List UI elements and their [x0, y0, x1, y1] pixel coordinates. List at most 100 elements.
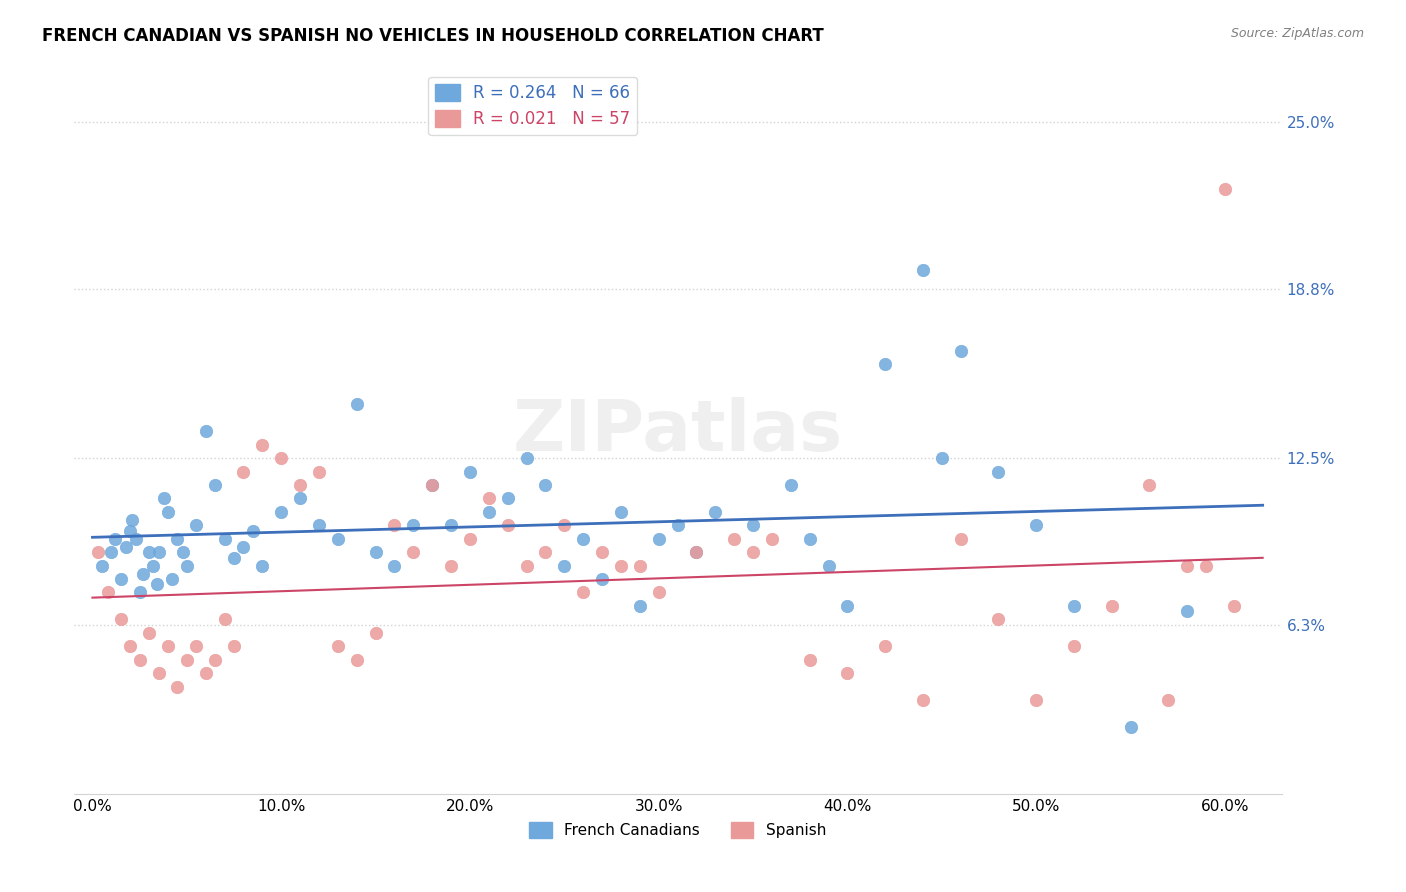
Point [138, 625, 160, 640]
Point [156, 639, 179, 653]
Point [288, 478, 311, 492]
Point [100, 545, 122, 559]
Point [572, 532, 595, 546]
Point [458, 465, 481, 479]
Point [176, 653, 198, 667]
Point [723, 532, 745, 546]
Point [121, 513, 143, 527]
Point [1025, 693, 1047, 707]
Point [628, 558, 651, 573]
Point [326, 639, 349, 653]
Point [1175, 604, 1198, 618]
Point [875, 639, 897, 653]
Point [288, 491, 311, 506]
Point [153, 491, 176, 506]
Point [628, 599, 651, 613]
Point [308, 518, 330, 533]
Point [742, 545, 765, 559]
Point [1139, 478, 1161, 492]
Point [1025, 518, 1047, 533]
Point [478, 505, 501, 519]
Point [166, 680, 188, 694]
Point [270, 505, 292, 519]
Point [516, 558, 538, 573]
Point [148, 666, 170, 681]
Point [761, 532, 783, 546]
Point [222, 639, 245, 653]
Point [232, 465, 254, 479]
Point [125, 532, 148, 546]
Point [911, 263, 934, 277]
Text: FRENCH CANADIAN VS SPANISH NO VEHICLES IN HOUSEHOLD CORRELATION CHART: FRENCH CANADIAN VS SPANISH NO VEHICLES I… [42, 27, 824, 45]
Point [166, 532, 188, 546]
Point [1063, 599, 1085, 613]
Point [214, 532, 236, 546]
Point [346, 397, 368, 411]
Point [115, 540, 138, 554]
Point [142, 558, 165, 573]
Point [837, 599, 859, 613]
Point [252, 438, 274, 452]
Point [308, 465, 330, 479]
Point [647, 585, 669, 599]
Point [440, 518, 463, 533]
Point [949, 532, 972, 546]
Point [420, 478, 443, 492]
Point [553, 558, 575, 573]
Point [148, 545, 170, 559]
Point [420, 478, 443, 492]
Point [194, 666, 217, 681]
Point [931, 451, 953, 466]
Point [1063, 639, 1085, 653]
Point [1175, 558, 1198, 573]
Point [591, 572, 613, 586]
Point [110, 612, 132, 626]
Point [364, 545, 387, 559]
Point [326, 532, 349, 546]
Point [204, 653, 226, 667]
Point [591, 545, 613, 559]
Point [232, 540, 254, 554]
Point [104, 532, 127, 546]
Point [1157, 693, 1180, 707]
Point [156, 505, 179, 519]
Legend: French Canadians, Spanish: French Canadians, Spanish [523, 816, 832, 845]
Text: ZIPatlas: ZIPatlas [513, 397, 842, 466]
Point [128, 585, 150, 599]
Point [496, 491, 519, 506]
Point [346, 653, 368, 667]
Point [172, 545, 194, 559]
Point [364, 625, 387, 640]
Point [186, 518, 208, 533]
Point [987, 465, 1010, 479]
Point [222, 550, 245, 565]
Point [160, 572, 183, 586]
Point [496, 518, 519, 533]
Point [138, 545, 160, 559]
Point [132, 566, 155, 581]
Point [402, 545, 425, 559]
Point [458, 532, 481, 546]
Point [837, 666, 859, 681]
Point [252, 558, 274, 573]
Point [194, 424, 217, 438]
Point [1195, 558, 1218, 573]
Point [204, 478, 226, 492]
Point [97, 585, 120, 599]
Point [128, 653, 150, 667]
Point [402, 518, 425, 533]
Point [534, 478, 557, 492]
Point [478, 491, 501, 506]
Point [186, 639, 208, 653]
Point [911, 693, 934, 707]
Point [875, 357, 897, 371]
Point [610, 505, 633, 519]
Point [704, 505, 727, 519]
Point [1101, 599, 1123, 613]
Point [647, 532, 669, 546]
Point [987, 612, 1010, 626]
Point [270, 451, 292, 466]
Point [384, 558, 406, 573]
Point [214, 612, 236, 626]
Point [440, 558, 463, 573]
